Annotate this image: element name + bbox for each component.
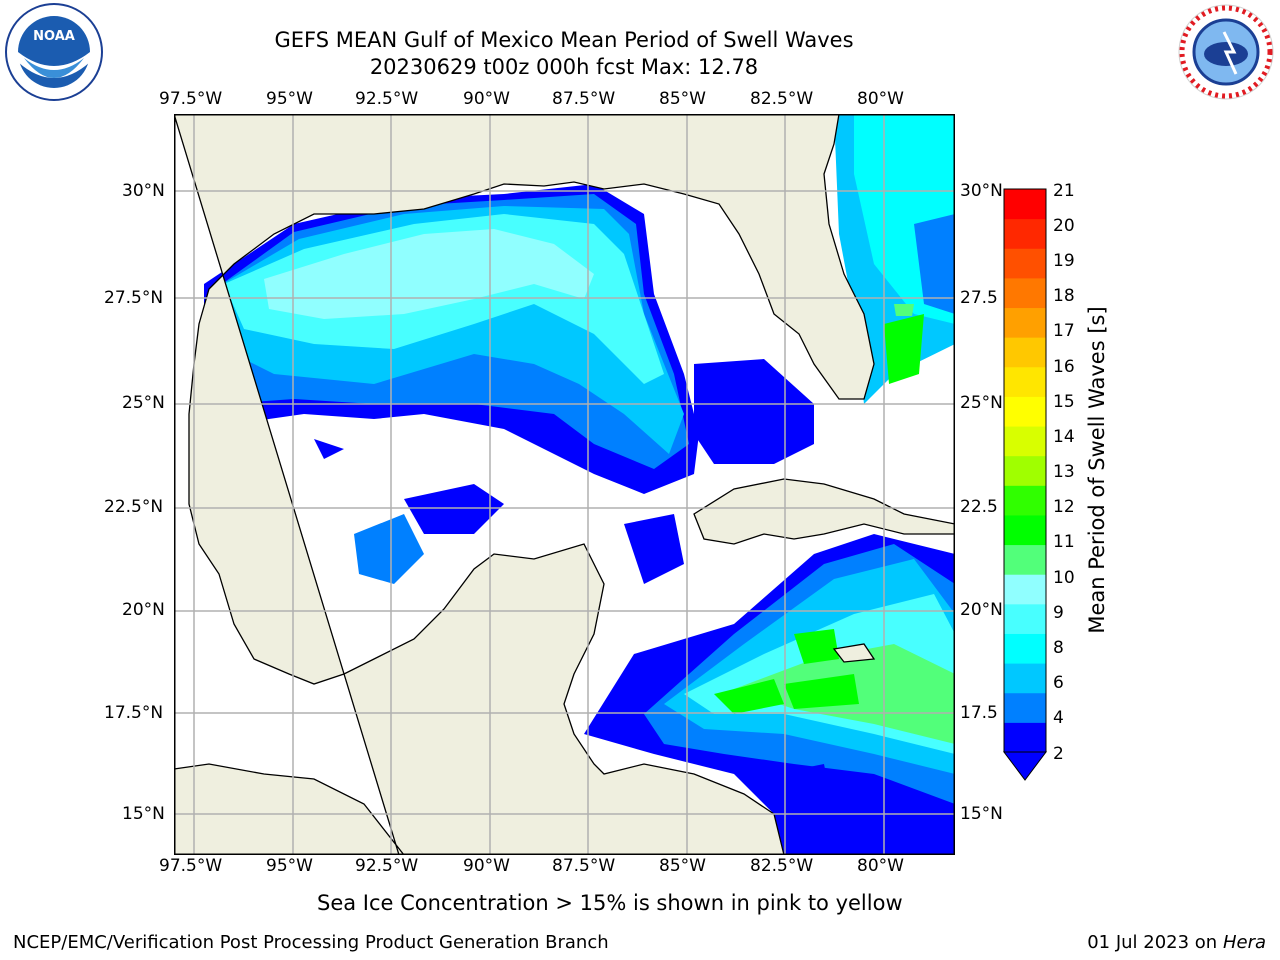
chart-title: GEFS MEAN Gulf of Mexico Mean Period of …: [274, 28, 854, 52]
colorbar-tick: 4: [1053, 708, 1064, 728]
lon-label-top: 97.5°W: [159, 89, 223, 109]
map-frame: [174, 114, 955, 855]
graticule: [174, 114, 955, 855]
lon-label-top: 92.5°W: [355, 89, 419, 109]
colorbar-tick: 18: [1053, 286, 1075, 306]
colorbar-tick: 17: [1053, 321, 1075, 341]
colorbar-tick: 8: [1053, 638, 1064, 658]
land-masses: [174, 114, 955, 855]
lon-label-top: 90°W: [463, 89, 510, 109]
lat-label-left: 20°N: [122, 600, 165, 620]
nws-logo-icon: [1176, 2, 1276, 102]
colorbar-segment: [1004, 248, 1046, 279]
colorbar-segment: [1004, 603, 1046, 634]
footer-host: Hera: [1222, 932, 1266, 953]
colorbar-frame: [1003, 188, 1047, 753]
colorbar-segment: [1004, 426, 1046, 457]
colorbar-segment: [1004, 514, 1046, 546]
colorbar-tick: 9: [1053, 603, 1064, 623]
lon-label-top: 95°W: [266, 89, 313, 109]
gulf-swell-field: [204, 184, 814, 629]
lon-label-top: 85°W: [659, 89, 706, 109]
lat-label-right: 22.5: [960, 497, 998, 517]
lon-label-bottom: 90°W: [463, 856, 510, 876]
colorbar-label: Mean Period of Swell Waves [s]: [1085, 306, 1109, 634]
lat-label-left: 25°N: [122, 393, 165, 413]
lat-label-right: 17.5: [960, 703, 998, 723]
colorbar-tick: 13: [1053, 462, 1075, 482]
colorbar-segment: [1004, 189, 1046, 220]
footer-date-text: 01 Jul 2023 on: [1087, 932, 1223, 953]
noaa-logo-text: NOAA: [33, 29, 75, 44]
caribbean-swell-field: [584, 534, 955, 855]
lon-label-bottom: 87.5°W: [552, 856, 616, 876]
lon-label-bottom: 85°W: [659, 856, 706, 876]
lat-label-left: 27.5°N: [104, 288, 164, 308]
map-panel: [174, 114, 955, 855]
lon-label-bottom: 92.5°W: [355, 856, 419, 876]
colorbar-segment: [1004, 485, 1046, 516]
colorbar-tick: 14: [1053, 427, 1075, 447]
footer-date: 01 Jul 2023 on Hera: [1087, 932, 1266, 953]
colorbar-segment: [1004, 722, 1046, 753]
lon-label-top: 80°W: [857, 89, 904, 109]
colorbar-tick: 16: [1053, 357, 1075, 377]
footer-branch: NCEP/EMC/Verification Post Processing Pr…: [13, 932, 609, 953]
sea-ice-note: Sea Ice Concentration > 15% is shown in …: [317, 891, 903, 915]
colorbar-segment: [1004, 663, 1046, 694]
colorbar-extend-triangle: [1003, 751, 1047, 781]
colorbar-segment: [1004, 337, 1046, 368]
lat-label-right: 20°N: [960, 600, 1003, 620]
colorbar: [1003, 188, 1047, 781]
colorbar-tick: 2: [1053, 744, 1064, 764]
colorbar-tick: 10: [1053, 568, 1075, 588]
colorbar-segment: [1004, 633, 1046, 664]
colorbar-segment: [1004, 307, 1046, 338]
lat-label-right: 25°N: [960, 393, 1003, 413]
chart-subtitle: 20230629 t00z 000h fcst Max: 12.78: [369, 55, 759, 79]
lon-label-top: 87.5°W: [552, 89, 616, 109]
colorbar-segment: [1004, 455, 1046, 486]
colorbar-tick: 21: [1053, 181, 1075, 201]
colorbar-segment: [1004, 692, 1046, 723]
colorbar-segment: [1004, 544, 1046, 575]
lon-label-top: 82.5°W: [750, 89, 814, 109]
lat-label-right: 27.5: [960, 288, 998, 308]
lat-label-left: 30°N: [122, 181, 165, 201]
colorbar-segment: [1004, 574, 1046, 605]
lat-label-right: 30°N: [960, 181, 1003, 201]
lon-label-bottom: 95°W: [266, 856, 313, 876]
colorbar-tick: 6: [1053, 673, 1064, 693]
colorbar-tick: 15: [1053, 392, 1075, 412]
colorbar-tick: 20: [1053, 216, 1075, 236]
lat-label-left: 22.5°N: [104, 497, 164, 517]
colorbar-segment: [1004, 366, 1046, 397]
lon-label-bottom: 82.5°W: [750, 856, 814, 876]
noaa-logo-icon: NOAA: [4, 2, 104, 102]
colorbar-segment: [1004, 396, 1046, 427]
colorbar-tick: 11: [1053, 532, 1075, 552]
colorbar-segment: [1004, 218, 1046, 249]
colorbar-segment: [1004, 277, 1046, 309]
colorbar-tick: 19: [1053, 251, 1075, 271]
lon-label-bottom: 80°W: [857, 856, 904, 876]
lat-label-right: 15°N: [960, 804, 1003, 824]
lat-label-left: 15°N: [122, 804, 165, 824]
lon-label-bottom: 97.5°W: [159, 856, 223, 876]
lat-label-left: 17.5°N: [104, 703, 164, 723]
colorbar-tick: 12: [1053, 497, 1075, 517]
